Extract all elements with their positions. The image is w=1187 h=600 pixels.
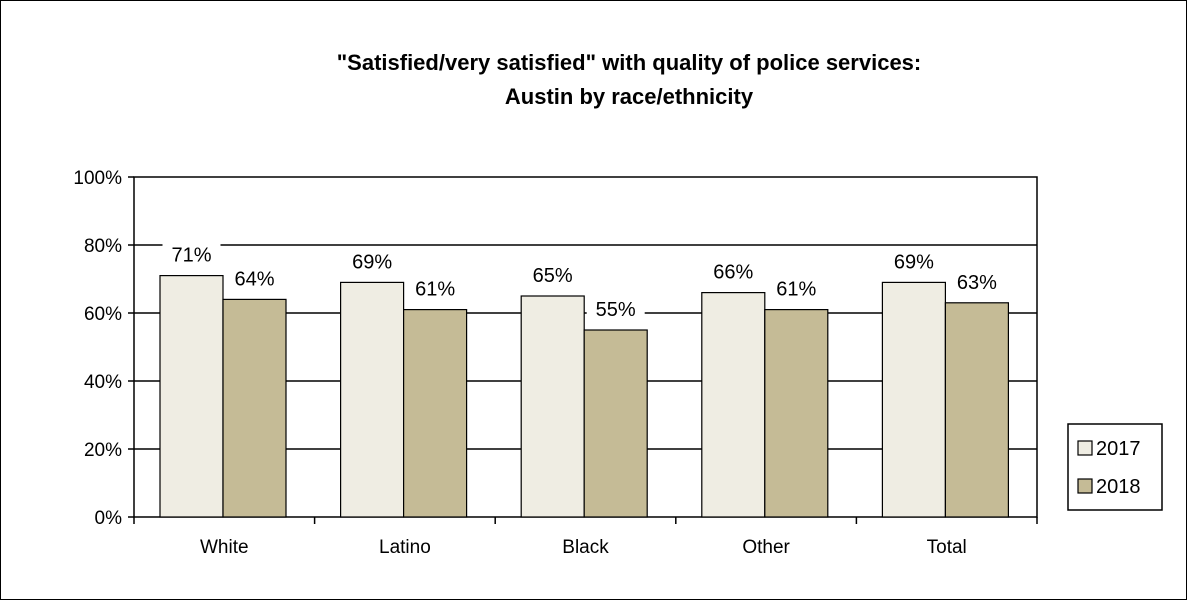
plot-area: 0% 20% 40% 60% 80% 100% 71% 64% White 69% 61% Latin…: [73, 168, 1038, 558]
legend-label-2017: 2017: [1096, 438, 1141, 460]
bar-white-2018: [222, 298, 287, 518]
data-label-bg-other-2018: [767, 275, 826, 302]
data-label-other-2018: 61%: [776, 279, 816, 301]
bar-other-2017: [701, 292, 766, 518]
data-label-black-2017: 65%: [533, 265, 573, 287]
data-label-bg-other-2017: [704, 258, 763, 285]
data-label-other-2017: 66%: [713, 262, 753, 284]
y-tick-label-80: 80%: [84, 236, 122, 257]
bar-latino-2017: [340, 281, 405, 518]
legend-label-2018: 2018: [1096, 476, 1141, 498]
data-label-white-2017: 71%: [171, 245, 211, 267]
bar-black-2017: [520, 295, 585, 518]
bar-white-2017: [159, 275, 224, 518]
y-tick-label-100: 100%: [73, 168, 122, 189]
legend-swatch-2017: [1077, 440, 1093, 456]
data-label-bg-latino-2017: [343, 248, 402, 275]
data-label-bg-total-2018: [947, 268, 1006, 295]
data-label-latino-2018: 61%: [415, 279, 455, 301]
data-label-bg-white-2017: [162, 241, 221, 268]
bar-total-2017: [881, 281, 947, 518]
x-category-label-latino: Latino: [379, 537, 431, 558]
chart-title-line-1: "Satisfied/very satisfied" with quality …: [337, 50, 922, 75]
data-label-bg-total-2017: [884, 248, 943, 275]
data-label-total-2018: 63%: [957, 272, 997, 294]
data-label-bg-black-2017: [523, 262, 582, 288]
y-tick-label-40: 40%: [84, 372, 122, 393]
data-label-bg-latino-2018: [406, 275, 465, 302]
bar-total-2018: [944, 302, 1010, 518]
x-category-label-white: White: [200, 537, 249, 558]
bar-black-2018: [583, 329, 648, 518]
y-tick-label-60: 60%: [84, 304, 122, 325]
bar-other-2018: [764, 309, 829, 518]
data-label-bg-black-2018: [586, 296, 645, 322]
x-category-label-total: Total: [927, 537, 967, 558]
x-category-label-other: Other: [742, 537, 790, 558]
bar-latino-2018: [403, 309, 468, 518]
legend: 2017 2018: [1067, 423, 1163, 511]
data-label-total-2017: 69%: [894, 251, 934, 273]
data-label-bg-white-2018: [225, 265, 284, 292]
y-tick-label-20: 20%: [84, 440, 122, 461]
legend-box: [1067, 423, 1163, 511]
chart-title-line-2: Austin by race/ethnicity: [505, 84, 754, 109]
data-label-white-2018: 64%: [234, 268, 274, 290]
legend-swatch-2018: [1077, 478, 1093, 494]
data-label-latino-2017: 69%: [352, 251, 392, 273]
x-category-label-black: Black: [562, 537, 609, 558]
data-label-black-2018: 55%: [596, 299, 636, 321]
y-tick-label-0: 0%: [95, 508, 123, 529]
